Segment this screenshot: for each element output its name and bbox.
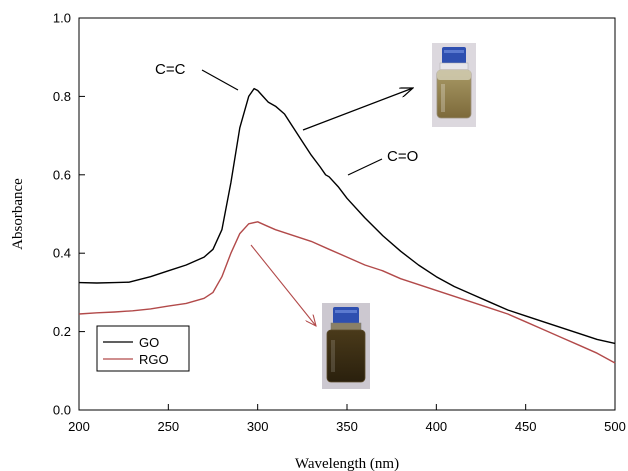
y-tick-label: 1.0 (53, 11, 71, 26)
y-axis-title: Absorbance (10, 178, 26, 250)
x-axis-ticks: 200 250 300 350 400 450 500 (68, 404, 626, 434)
rgo-vial-arrow (250, 244, 316, 326)
go-vial-image (432, 43, 476, 127)
x-tick-label: 400 (425, 419, 447, 434)
legend-box (96, 325, 190, 372)
x-tick-label: 450 (515, 419, 537, 434)
annotation-cc: C=C (155, 61, 186, 78)
legend: GO RGO (96, 325, 190, 372)
series-line-rgo (78, 221, 616, 364)
x-axis-title: Wavelength (nm) (295, 456, 399, 471)
x-tick-label: 200 (68, 419, 90, 434)
go-vial-arrow (302, 88, 413, 131)
y-tick-label: 0.8 (53, 89, 71, 104)
cc-leader-line (201, 69, 239, 91)
series-layer (78, 87, 616, 364)
y-tick-label: 0.2 (53, 324, 71, 339)
co-leader-line (347, 158, 383, 176)
annotation-co: C=O (387, 148, 418, 165)
legend-go-label: GO (139, 335, 159, 350)
y-axis-ticks: 0.0 0.2 0.4 0.6 0.8 1.0 (53, 11, 85, 418)
legend-rgo-label: RGO (139, 352, 169, 367)
series-line-go (78, 87, 616, 345)
x-tick-label: 350 (336, 419, 358, 434)
rgo-vial-image (322, 303, 370, 389)
y-tick-label: 0.0 (53, 403, 71, 418)
x-tick-label: 300 (247, 419, 269, 434)
y-tick-label: 0.4 (53, 246, 71, 261)
y-tick-label: 0.6 (53, 167, 71, 182)
x-tick-label: 250 (157, 419, 179, 434)
x-tick-label: 500 (604, 419, 626, 434)
